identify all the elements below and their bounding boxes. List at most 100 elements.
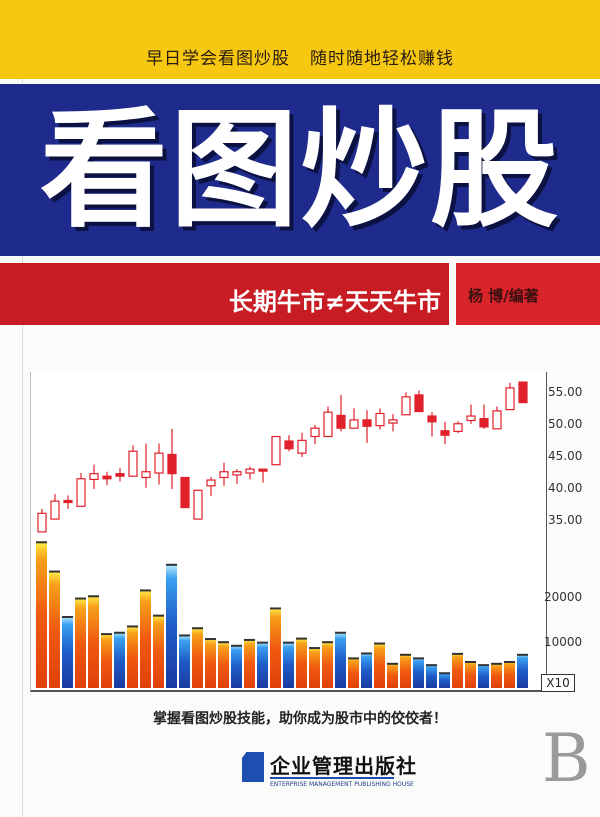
volume-bar: [478, 664, 489, 688]
volume-bar: [348, 657, 359, 688]
candle-body: [401, 396, 411, 416]
candle-body: [310, 427, 320, 438]
volume-bar-cap: [517, 653, 528, 656]
volume-bar: [491, 662, 502, 688]
volume-bar-cap: [309, 647, 320, 650]
volume-bar: [465, 661, 476, 688]
candle-body: [284, 440, 294, 450]
candle-body: [440, 430, 450, 436]
volume-bar-cap: [62, 616, 73, 618]
candle-body: [388, 419, 398, 424]
volume-bar: [400, 653, 411, 688]
candle-body: [76, 478, 86, 507]
volume-bar: [322, 641, 333, 688]
series-letter: B: [542, 720, 591, 797]
volume-bar-cap: [465, 661, 476, 663]
candle-body: [115, 473, 125, 477]
volume-bar-cap: [335, 631, 346, 634]
author-band: 杨 博/编著: [456, 263, 600, 325]
volume-bar-cap: [374, 642, 385, 645]
candle-body: [466, 415, 476, 422]
volume-bar: [452, 652, 463, 688]
volume-bar: [36, 541, 47, 688]
tagline-part-2: 随时随地轻松赚钱: [310, 49, 454, 69]
volume-bar-cap: [179, 634, 190, 637]
volume-bar: [101, 633, 112, 688]
candle-body: [271, 435, 281, 466]
volume-bar-cap: [478, 664, 489, 667]
volume-bar: [361, 652, 372, 688]
volume-bar: [283, 641, 294, 688]
volume-bar-cap: [140, 589, 151, 592]
volume-tick: 20000: [544, 590, 583, 604]
volume-bar-cap: [36, 541, 47, 544]
volume-bar-cap: [49, 570, 60, 573]
volume-bar: [309, 647, 320, 688]
volume-bar-cap: [257, 641, 268, 644]
volume-bar: [114, 631, 125, 688]
candle-body: [50, 500, 60, 520]
volume-bar: [153, 614, 164, 688]
candle-body: [232, 471, 242, 476]
volume-bar-cap: [270, 607, 281, 610]
volume-bar: [49, 570, 60, 688]
volume-bar-cap: [166, 563, 177, 566]
volume-tick: 10000: [544, 635, 583, 649]
volume-bar-cap: [491, 662, 502, 665]
volume-bar: [218, 641, 229, 688]
volume-bar: [387, 662, 398, 688]
volume-bar: [62, 616, 73, 688]
volume-bar: [439, 672, 450, 688]
volume-bar-cap: [426, 664, 437, 667]
candle-body: [154, 452, 164, 474]
candle-body: [89, 473, 99, 480]
volume-bar: [335, 631, 346, 688]
volume-bar-cap: [361, 652, 372, 655]
candle-body: [375, 412, 385, 427]
candle-body: [336, 414, 346, 429]
volume-bar-cap: [114, 631, 125, 634]
publisher-emblem-icon: [242, 752, 264, 782]
volume-bar: [140, 589, 151, 688]
volume-bar: [166, 563, 177, 688]
candle-body: [362, 419, 372, 427]
candle-body: [206, 479, 216, 487]
subtitle-band: 长期牛市≠天天牛市: [0, 263, 449, 325]
candle-body: [245, 468, 255, 474]
volume-bar-cap: [205, 638, 216, 641]
price-tick: 35.00: [548, 513, 583, 527]
volume-bar-cap: [101, 633, 112, 636]
volume-bar-cap: [387, 662, 398, 665]
candle-body: [63, 499, 73, 504]
tagline: 早日学会看图炒股 随时随地轻松赚钱: [0, 44, 600, 69]
volume-bar-cap: [322, 641, 333, 644]
candle-body: [453, 423, 463, 433]
volume-bar: [88, 595, 99, 688]
volume-bar-cap: [244, 638, 255, 641]
candle-body: [128, 450, 138, 477]
volume-bar-cap: [127, 625, 138, 628]
volume-bar: [270, 607, 281, 688]
volume-bar-cap: [153, 614, 164, 617]
candle-body: [505, 387, 515, 411]
candle-body: [258, 468, 268, 472]
volume-bar: [192, 627, 203, 688]
volume-bar-cap: [296, 637, 307, 640]
candle-body: [37, 512, 47, 533]
blue-band: [0, 84, 600, 256]
spine-fold-line: [22, 0, 23, 817]
volume-bar: [296, 637, 307, 688]
candle-body: [427, 415, 437, 423]
volume-bar: [179, 634, 190, 688]
candle-body: [141, 471, 151, 479]
volume-bar: [504, 661, 515, 688]
candle-body: [349, 419, 359, 429]
candle-body: [414, 394, 424, 413]
volume-bar-cap: [88, 595, 99, 598]
volume-bar-cap: [283, 641, 294, 644]
volume-bar-cap: [413, 657, 424, 660]
candle-body: [479, 417, 489, 428]
publisher-name-en: ENTERPRISE MANAGEMENT PUBLISHING HOUSE: [270, 781, 414, 788]
price-tick: 40.00: [548, 481, 583, 495]
volume-bar: [231, 644, 242, 688]
